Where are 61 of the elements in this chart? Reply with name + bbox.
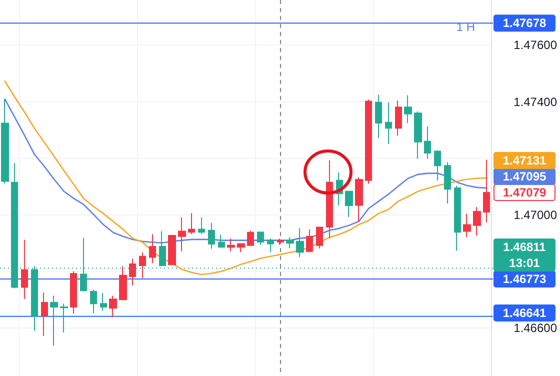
candlestick	[21, 239, 28, 300]
candlestick	[109, 295, 117, 318]
candlestick	[1, 98, 9, 184]
y-tick-label: 1.47000	[514, 208, 558, 222]
data-label: 1.47095	[502, 170, 547, 184]
candlestick	[129, 258, 136, 286]
ref-line-label: 1.46773	[502, 272, 547, 286]
candlestick	[414, 110, 422, 160]
candlestick	[375, 94, 382, 138]
candlestick	[257, 232, 264, 246]
candlestick	[296, 228, 304, 258]
candlestick	[218, 234, 225, 248]
candlestick	[11, 162, 18, 289]
candlestick	[227, 238, 235, 252]
candlestick	[434, 150, 441, 181]
candlestick	[119, 266, 127, 301]
candlestick	[473, 206, 481, 236]
ref-line-label: 1.46641	[502, 306, 547, 320]
candlestick	[483, 159, 490, 223]
data-label: 1.47131	[502, 154, 547, 168]
candlestick	[463, 213, 471, 238]
candlestick	[41, 292, 48, 336]
candlestick	[247, 230, 254, 246]
candlestick	[100, 292, 107, 312]
candlestick	[90, 289, 97, 314]
candlestick	[208, 222, 215, 250]
candlestick	[168, 234, 176, 266]
text: 1.47079	[502, 186, 547, 200]
candlestick	[286, 236, 294, 249]
candlestick	[326, 160, 333, 239]
candlestick	[50, 295, 58, 346]
candlestick	[345, 190, 353, 218]
y-tick-label: 1.47600	[514, 38, 558, 52]
candlestick	[424, 126, 431, 160]
line-series	[4, 98, 488, 244]
candlestick	[178, 216, 186, 252]
candlestick	[454, 185, 461, 252]
candlestick	[159, 230, 166, 267]
candlestick	[198, 216, 205, 235]
candlestick	[237, 243, 245, 253]
y-tick-label: 1.47400	[514, 94, 558, 109]
candlestick	[444, 162, 451, 204]
candlestick	[149, 234, 156, 264]
candlestick	[277, 238, 284, 246]
line-series	[4, 80, 488, 276]
candlestick	[267, 238, 274, 253]
ref-line-label: 1.46811 13:01	[503, 240, 546, 270]
candlestick	[60, 303, 68, 333]
candlestick	[395, 100, 402, 136]
y-tick-label: 1.46600	[514, 320, 558, 335]
candlestick	[316, 226, 323, 249]
candlestick	[70, 270, 77, 314]
candlestick	[188, 212, 195, 235]
candlestick	[355, 176, 363, 222]
candlestick	[404, 94, 412, 124]
candlestick	[139, 252, 146, 279]
candlestick	[306, 229, 313, 253]
annotation: 1 H	[456, 20, 475, 34]
ref-line-label: 1.47678	[502, 16, 547, 30]
candlestick	[365, 99, 372, 184]
candlestick	[385, 102, 392, 144]
